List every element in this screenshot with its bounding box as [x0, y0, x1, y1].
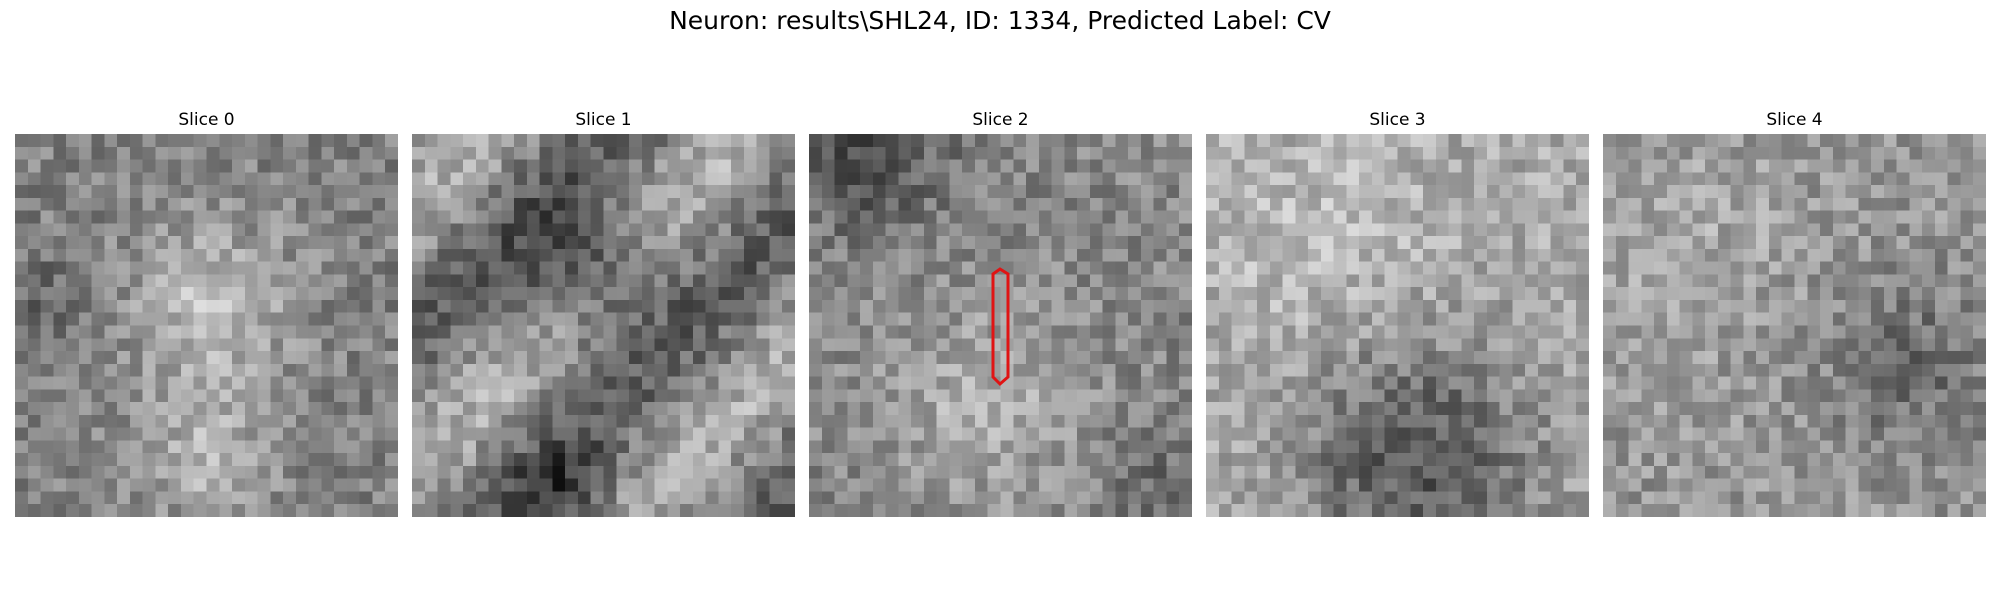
slice-title: Slice 1	[575, 110, 632, 130]
slice-title: Slice 2	[972, 110, 1029, 130]
slice-image	[412, 134, 795, 517]
figure-title: Neuron: results\SHL24, ID: 1334, Predict…	[669, 6, 1331, 35]
slice-panel-3: Slice 3	[1206, 108, 1589, 517]
slice-title: Slice 3	[1369, 110, 1426, 130]
slice-title: Slice 4	[1766, 110, 1823, 130]
slice-panel-1: Slice 1	[412, 108, 795, 517]
slice-image	[1603, 134, 1986, 517]
slice-image	[15, 134, 398, 517]
slice-panel-0: Slice 0	[15, 108, 398, 517]
slice-panel-2: Slice 2	[809, 108, 1192, 517]
slice-image	[809, 134, 1192, 517]
slice-panel-4: Slice 4	[1603, 108, 1986, 517]
slice-image	[1206, 134, 1589, 517]
slice-title: Slice 0	[178, 110, 235, 130]
